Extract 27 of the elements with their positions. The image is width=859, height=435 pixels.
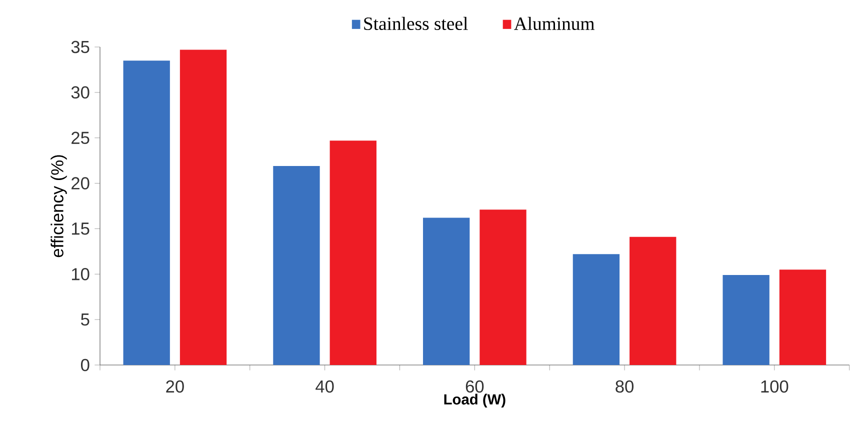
x-tick-label: 20: [166, 380, 184, 393]
bar: [423, 218, 470, 365]
x-tick-label: 40: [316, 380, 334, 393]
x-axis-title: Load (W): [444, 394, 506, 408]
bar: [123, 60, 170, 365]
x-tick-label: 100: [761, 380, 788, 393]
y-tick-label: 25: [72, 132, 90, 144]
bar: [572, 254, 620, 365]
y-tick-label: 35: [71, 40, 90, 54]
y-tick-label: 10: [72, 268, 90, 280]
bar: [480, 210, 526, 365]
legend-label: Aluminum: [514, 16, 594, 30]
bar: [330, 140, 376, 365]
x-tick-label: 60: [466, 380, 484, 393]
y-axis-title: efficiency (%): [50, 155, 67, 258]
y-tick-label: 20: [72, 177, 90, 190]
bar: [779, 270, 826, 365]
x-tick-label: 80: [616, 380, 634, 393]
bar: [273, 166, 320, 365]
bar: [722, 275, 770, 365]
y-tick-label: 30: [71, 86, 90, 99]
bar: [630, 236, 676, 365]
y-tick-label: 15: [72, 222, 90, 235]
y-tick-label: 5: [81, 314, 90, 326]
bar: [180, 50, 227, 365]
legend-label: Stainless steel: [364, 16, 468, 30]
y-tick-label: 0: [80, 358, 90, 372]
